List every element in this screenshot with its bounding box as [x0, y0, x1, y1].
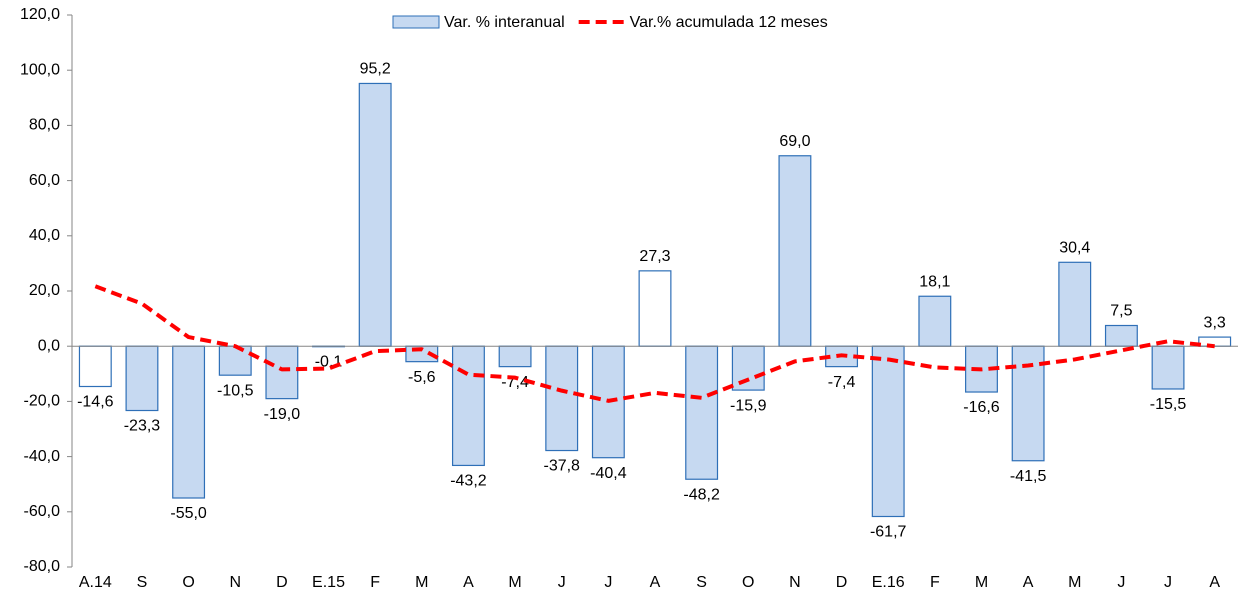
x-tick-label: D [276, 574, 288, 591]
bar [265, 345, 299, 400]
bar [918, 295, 952, 347]
x-tick-label: E.16 [872, 574, 905, 591]
x-tick-label: M [975, 574, 988, 591]
x-tick-label: J [1164, 574, 1172, 591]
x-tick-label: S [696, 574, 707, 591]
value-label: -5,6 [408, 369, 436, 386]
bar [78, 345, 112, 388]
x-tick-label: E.15 [312, 574, 345, 591]
x-tick-label: M [508, 574, 521, 591]
value-label: 95,2 [360, 61, 391, 78]
y-tick-label: 40,0 [29, 227, 60, 244]
value-label: 7,5 [1110, 303, 1132, 320]
value-label: -16,6 [963, 399, 1000, 416]
bar [498, 345, 532, 368]
bar [685, 345, 719, 480]
bar [125, 345, 159, 412]
x-tick-label: F [370, 574, 380, 591]
value-label: -14,6 [77, 394, 114, 411]
value-label: -48,2 [683, 486, 720, 503]
y-tick-label: 0,0 [38, 337, 60, 354]
value-label: 30,4 [1059, 240, 1090, 257]
y-tick-label: -40,0 [24, 448, 61, 465]
value-label: -15,5 [1150, 396, 1187, 413]
bar [451, 345, 485, 467]
bar [218, 345, 252, 376]
x-tick-label: M [415, 574, 428, 591]
legend-label: Var.% acumulada 12 meses [630, 14, 828, 31]
value-label: 69,0 [779, 133, 810, 150]
line [94, 284, 1215, 403]
x-tick-label: A [650, 574, 661, 591]
bar [778, 155, 812, 347]
bar [358, 82, 392, 347]
bar [638, 270, 672, 347]
y-tick-label: 20,0 [29, 282, 60, 299]
bar [1151, 345, 1185, 390]
x-tick-label: A [1209, 574, 1220, 591]
value-label: -15,9 [730, 397, 767, 414]
value-label: -55,0 [170, 505, 207, 522]
value-label: -61,7 [870, 524, 907, 541]
x-tick-label: D [836, 574, 848, 591]
value-label: 3,3 [1204, 314, 1226, 331]
bar [731, 345, 765, 391]
y-tick-label: -60,0 [24, 503, 61, 520]
x-tick-label: M [1068, 574, 1081, 591]
x-tick-label: A.14 [79, 574, 112, 591]
bar [871, 345, 905, 518]
x-tick-label: A [463, 574, 474, 591]
value-label: 27,3 [639, 248, 670, 265]
value-label: -7,4 [828, 374, 856, 391]
value-label: 18,1 [919, 273, 950, 290]
x-tick-label: O [182, 574, 194, 591]
value-label: -40,4 [590, 465, 627, 482]
bar [1104, 324, 1138, 347]
legend-label: Var. % interanual [444, 14, 565, 31]
y-tick-label: 60,0 [29, 172, 60, 189]
value-label: -43,2 [450, 473, 487, 490]
x-tick-label: J [558, 574, 566, 591]
x-tick-label: F [930, 574, 940, 591]
bar [545, 345, 579, 452]
x-tick-label: N [229, 574, 241, 591]
bar [172, 345, 206, 499]
value-label: -23,3 [124, 418, 161, 435]
value-label: -37,8 [543, 458, 580, 475]
y-tick-label: 120,0 [20, 6, 60, 23]
y-tick-label: -20,0 [24, 393, 61, 410]
x-tick-label: O [742, 574, 754, 591]
y-tick-label: -80,0 [24, 558, 61, 575]
x-tick-label: J [1117, 574, 1125, 591]
value-label: -19,0 [264, 406, 301, 423]
x-tick-label: N [789, 574, 801, 591]
value-label: -41,5 [1010, 468, 1047, 485]
x-tick-label: J [604, 574, 612, 591]
bar [1058, 261, 1092, 347]
legend-swatch [392, 15, 440, 29]
x-tick-label: S [137, 574, 148, 591]
y-tick-label: 100,0 [20, 61, 60, 78]
x-tick-label: A [1023, 574, 1034, 591]
value-label: -10,5 [217, 382, 254, 399]
y-tick-label: 80,0 [29, 117, 60, 134]
